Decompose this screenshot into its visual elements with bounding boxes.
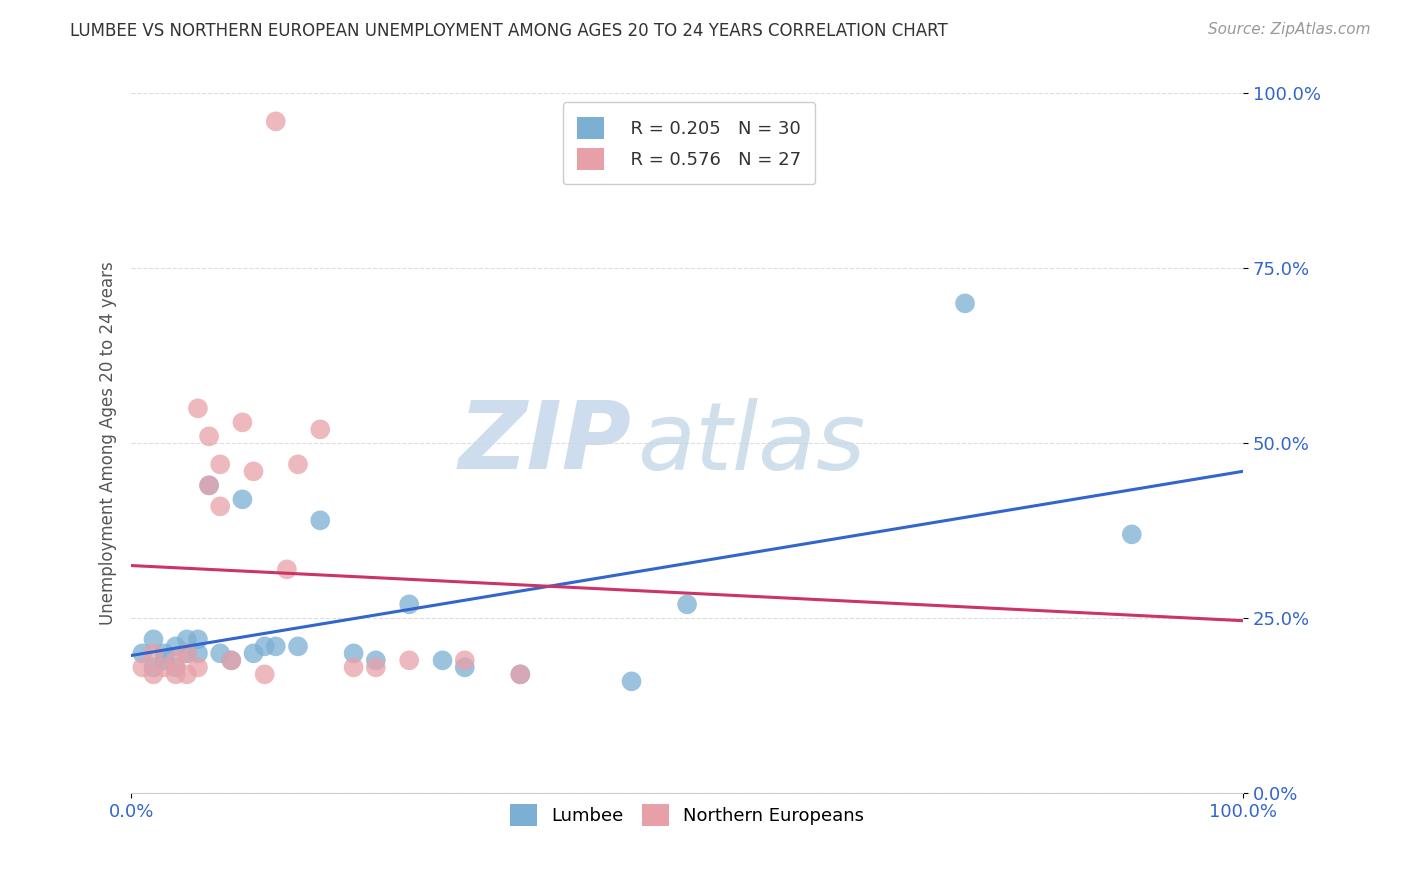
Point (509, 667, 531, 681)
Point (142, 667, 165, 681)
Point (432, 653, 454, 667)
Point (131, 660, 153, 674)
Point (198, 478, 221, 492)
Point (187, 646, 209, 660)
Point (309, 513, 332, 527)
Text: LUMBEE VS NORTHERN EUROPEAN UNEMPLOYMENT AMONG AGES 20 TO 24 YEARS CORRELATION C: LUMBEE VS NORTHERN EUROPEAN UNEMPLOYMENT… (70, 22, 948, 40)
Point (953, 296, 976, 310)
Point (131, 646, 153, 660)
Point (153, 660, 176, 674)
Point (142, 660, 165, 674)
Y-axis label: Unemployment Among Ages 20 to 24 years: Unemployment Among Ages 20 to 24 years (100, 261, 117, 625)
Point (176, 667, 198, 681)
Point (264, 114, 287, 128)
Point (176, 632, 198, 647)
Point (153, 653, 176, 667)
Point (287, 458, 309, 472)
Point (454, 660, 477, 674)
Point (1121, 527, 1143, 541)
Point (287, 640, 309, 654)
Point (253, 640, 276, 654)
Point (221, 653, 243, 667)
Point (276, 562, 298, 576)
Point (187, 401, 209, 416)
Text: ZIP: ZIP (458, 397, 631, 490)
Point (620, 674, 643, 689)
Point (398, 653, 420, 667)
Point (165, 640, 187, 654)
Point (187, 632, 209, 647)
Point (165, 660, 187, 674)
Point (342, 660, 364, 674)
Point (165, 653, 187, 667)
Point (187, 660, 209, 674)
Text: atlas: atlas (637, 398, 865, 489)
Point (231, 415, 253, 429)
Point (198, 478, 221, 492)
Point (242, 464, 264, 478)
Point (364, 660, 387, 674)
Text: Source: ZipAtlas.com: Source: ZipAtlas.com (1208, 22, 1371, 37)
Point (342, 646, 364, 660)
Point (454, 653, 477, 667)
Point (176, 646, 198, 660)
Point (253, 667, 276, 681)
Point (198, 429, 221, 443)
Point (509, 667, 531, 681)
Point (209, 500, 232, 514)
Point (364, 653, 387, 667)
Point (209, 458, 232, 472)
Point (231, 492, 253, 507)
Point (142, 632, 165, 647)
Point (165, 667, 187, 681)
Point (398, 598, 420, 612)
Point (309, 422, 332, 436)
Point (242, 646, 264, 660)
Point (221, 653, 243, 667)
Point (264, 640, 287, 654)
Point (676, 598, 699, 612)
Point (153, 646, 176, 660)
Point (209, 646, 232, 660)
Point (176, 646, 198, 660)
Point (142, 646, 165, 660)
Legend: Lumbee, Northern Europeans: Lumbee, Northern Europeans (503, 797, 872, 833)
